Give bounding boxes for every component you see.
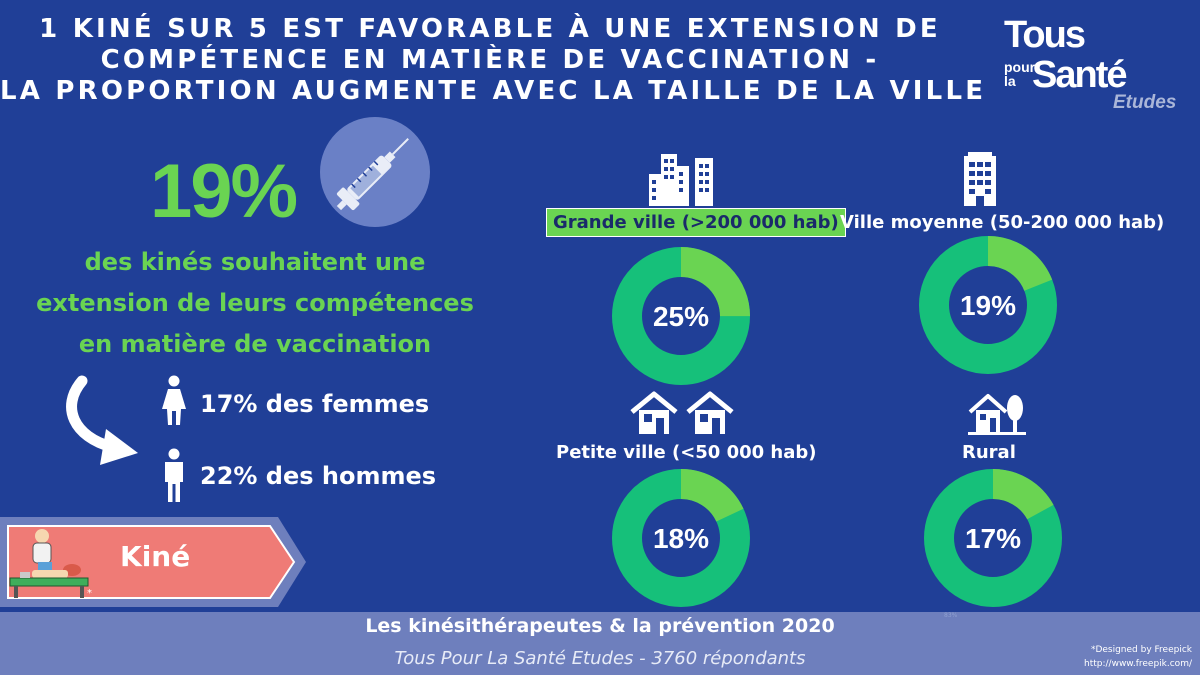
logo-sante: Santé bbox=[1032, 54, 1127, 96]
women-stat: 17% des femmes bbox=[200, 390, 430, 418]
credit-url: http://www.freepik.com/ bbox=[1084, 659, 1192, 669]
donut-slice-grande-ville bbox=[612, 247, 750, 385]
logo-pour: pour bbox=[1004, 59, 1036, 75]
donut-value-rural: 17% bbox=[965, 523, 1021, 554]
main-description: des kinés souhaitent une extension de le… bbox=[20, 242, 490, 365]
label-rural: Rural bbox=[962, 442, 1016, 463]
description-line-3: en matière de vaccination bbox=[78, 330, 432, 358]
donut-petite-ville: 18% bbox=[612, 469, 750, 607]
label-grande-ville: Grande ville (>200 000 hab) bbox=[546, 208, 846, 237]
woman-icon bbox=[162, 375, 186, 425]
main-percentage: 19% bbox=[150, 149, 298, 234]
donut-value-grande-ville: 25% bbox=[653, 301, 709, 332]
men-stat: 22% des hommes bbox=[200, 462, 437, 490]
donut-slice-petite-ville bbox=[612, 469, 750, 607]
logo-tous: Tous bbox=[1004, 14, 1086, 56]
title-line-2: COMPÉTENCE EN MATIÈRE DE VACCINATION - bbox=[100, 45, 880, 75]
donut-slice-ville-moyenne bbox=[919, 236, 1057, 374]
label-ville-moyenne: Ville moyenne (50-200 000 hab) bbox=[840, 212, 1165, 233]
donut-slice-rural bbox=[924, 469, 1062, 607]
mini-label: 83% bbox=[944, 612, 958, 619]
curved-arrow-icon bbox=[66, 375, 138, 465]
credit-freepik: *Designed by Freepick bbox=[1090, 645, 1192, 655]
man-icon bbox=[165, 448, 183, 502]
footer-band bbox=[0, 612, 1200, 675]
logo-etudes: Etudes bbox=[1113, 92, 1177, 113]
buildings-icon bbox=[649, 154, 713, 206]
donut-ville-moyenne: 19% bbox=[919, 236, 1057, 374]
donut-rural: 17% bbox=[924, 469, 1062, 607]
kine-label: Kiné bbox=[120, 540, 191, 573]
farmhouse-icon bbox=[968, 394, 1026, 435]
houses-icon bbox=[630, 391, 734, 434]
physiotherapist-icon bbox=[9, 529, 89, 598]
donut-value-petite-ville: 18% bbox=[653, 523, 709, 554]
tower-icon bbox=[964, 152, 996, 206]
tous-pour-la-sante-logo: Tous pour la Santé Etudes bbox=[1000, 14, 1190, 124]
title-line-1: 1 KINÉ SUR 5 EST FAVORABLE À UNE EXTENSI… bbox=[39, 14, 941, 44]
footer-source: Tous Pour La Santé Etudes - 3760 réponda… bbox=[394, 648, 806, 669]
donut-value-ville-moyenne: 19% bbox=[960, 290, 1016, 321]
label-petite-ville: Petite ville (<50 000 hab) bbox=[556, 442, 817, 463]
freepik-asterisk: * bbox=[87, 588, 92, 599]
footer-title: Les kinésithérapeutes & la prévention 20… bbox=[365, 615, 835, 637]
description-line-1: des kinés souhaitent une bbox=[84, 248, 426, 276]
logo-la: la bbox=[1004, 73, 1016, 89]
infographic-title: 1 KINÉ SUR 5 EST FAVORABLE À UNE EXTENSI… bbox=[0, 14, 987, 107]
title-line-3: LA PROPORTION AUGMENTE AVEC LA TAILLE DE… bbox=[0, 76, 987, 106]
donut-grande-ville: 25% bbox=[612, 247, 750, 385]
syringe-icon bbox=[320, 117, 430, 227]
description-line-2: extension de leurs compétences bbox=[36, 289, 474, 317]
